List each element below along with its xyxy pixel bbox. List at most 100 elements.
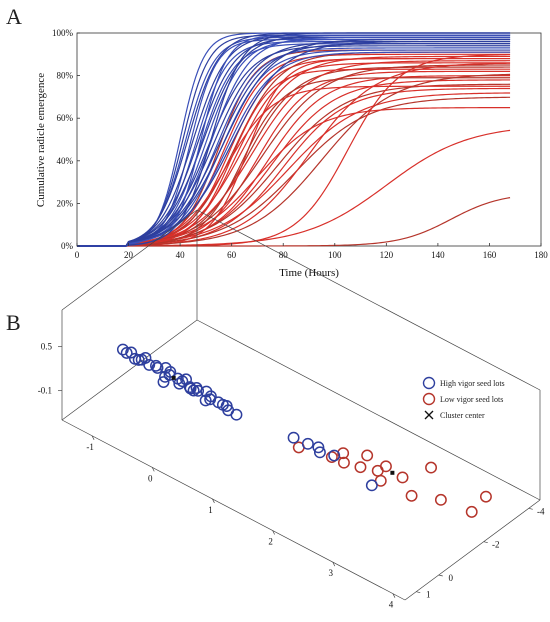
x-tick-mark	[151, 467, 155, 472]
high-vigor-curve	[77, 38, 511, 247]
y-tick-mark	[438, 574, 443, 577]
panel-a-y-axis-title: Cumulative radicle emergence	[35, 73, 47, 207]
panel-a-line-chart: 020406080100120140160180 0%20%40%60%80%1…	[35, 28, 548, 279]
x-tick-label: 120	[380, 250, 394, 260]
high-vigor-point	[230, 408, 243, 421]
low-vigor-curve	[77, 77, 511, 247]
x-tick-label: 2	[268, 537, 273, 547]
x-tick-label: 180	[534, 250, 548, 260]
x-tick-mark	[392, 593, 396, 598]
high-vigor-point	[187, 384, 200, 397]
y-tick-label: -2	[492, 540, 500, 550]
high-vigor-point	[287, 431, 300, 444]
high-vigor-point	[150, 359, 162, 372]
high-vigor-point	[199, 394, 212, 407]
y-tick-mark	[416, 591, 421, 594]
high-vigor-curve	[77, 32, 511, 247]
low-vigor-curve	[77, 79, 511, 247]
low-vigor-curve	[77, 66, 511, 247]
high-vigor-curve	[77, 38, 511, 247]
low-vigor-curve	[77, 96, 511, 247]
low-vigor-curve	[77, 73, 511, 247]
y-tick-mark	[528, 507, 533, 510]
low-vigor-curve	[77, 85, 511, 247]
low-vigor-curve	[77, 64, 511, 247]
x-tick-label: 1	[208, 505, 213, 515]
legend-high-label: High vigor seed lots	[440, 379, 505, 388]
x-tick-label: 140	[431, 250, 445, 260]
x-tick-label: 3	[329, 568, 334, 578]
panel-b-ticks: -1 0 1 2 3 4 1 0 -2 -4 0.5 -0.1	[38, 342, 545, 610]
high-vigor-point	[120, 346, 133, 359]
high-vigor-point	[159, 370, 171, 383]
low-vigor-point	[337, 456, 350, 469]
high-vigor-curve	[77, 36, 511, 247]
y-tick-label: 20%	[57, 198, 74, 208]
high-vigor-curve	[77, 43, 511, 247]
high-vigor-point	[313, 446, 326, 459]
low-vigor-point	[465, 505, 478, 518]
panel-b-3d-box	[61, 209, 541, 601]
low-vigor-curve	[77, 75, 511, 247]
high-vigor-point	[365, 479, 378, 492]
cluster-center-point	[171, 375, 176, 380]
x-tick-label: -1	[86, 442, 94, 452]
high-vigor-point	[328, 449, 341, 462]
x-tick-mark	[272, 530, 275, 535]
z-tick-label: -0.1	[38, 386, 52, 396]
high-vigor-point	[312, 441, 325, 454]
panel-b-legend: High vigor seed lots Low vigor seed lots…	[422, 376, 505, 420]
x-tick-label: 0	[75, 250, 80, 260]
x-tick-label: 0	[148, 473, 153, 483]
legend-low-marker	[422, 392, 436, 406]
low-vigor-curve	[77, 70, 511, 247]
panel-b-3d-scatter: -1 0 1 2 3 4 1 0 -2 -4 0.5 -0.1 High vigor seed lot…	[38, 209, 545, 610]
box-edge	[61, 319, 198, 421]
x-tick-mark	[91, 435, 95, 440]
panel-a-label: A	[6, 4, 22, 29]
low-vigor-point	[337, 447, 350, 460]
high-vigor-curve	[77, 36, 511, 247]
y-tick-label: 100%	[52, 28, 74, 38]
y-tick-mark	[483, 541, 488, 544]
y-tick-label: -4	[537, 506, 545, 516]
y-tick-label: 80%	[57, 71, 74, 81]
panel-a-curves	[77, 32, 511, 247]
x-tick-label: 4	[389, 600, 394, 610]
low-vigor-curve	[77, 54, 511, 247]
high-vigor-point	[116, 343, 129, 356]
panel-b-label: B	[6, 310, 21, 335]
x-tick-label: 60	[227, 250, 237, 260]
box-edge	[61, 419, 406, 601]
high-vigor-point	[151, 361, 164, 374]
low-vigor-point	[434, 493, 447, 506]
high-vigor-curve	[77, 43, 511, 247]
legend-center-label: Cluster center	[440, 411, 485, 420]
y-tick-label: 1	[426, 590, 431, 600]
x-tick-label: 100	[328, 250, 342, 260]
x-tick-mark	[212, 498, 215, 504]
cluster-center-point	[390, 470, 395, 475]
panel-a-x-axis-title: Time (Hours)	[279, 267, 339, 279]
y-tick-label: 40%	[57, 156, 74, 166]
high-vigor-point	[132, 354, 145, 366]
legend-high-marker	[422, 376, 436, 390]
low-vigor-point	[380, 460, 392, 473]
high-vigor-curve	[77, 36, 511, 247]
low-vigor-point	[479, 490, 492, 503]
low-vigor-curve	[77, 92, 511, 247]
low-vigor-curve	[77, 197, 511, 247]
low-vigor-point	[396, 471, 409, 484]
low-vigor-point	[361, 449, 374, 462]
low-vigor-point	[405, 489, 418, 502]
low-vigor-curve	[77, 53, 511, 247]
panel-a-y-ticks: 0% 20% 40% 60% 80% 100%	[52, 28, 80, 251]
low-vigor-point	[354, 461, 367, 474]
high-vigor-curve	[77, 51, 511, 247]
x-tick-mark	[332, 561, 336, 567]
high-vigor-point	[125, 346, 138, 359]
box-edge	[196, 319, 541, 501]
high-vigor-point	[184, 382, 197, 395]
z-tick-label: 0.5	[41, 342, 53, 352]
x-tick-label: 40	[176, 250, 186, 260]
